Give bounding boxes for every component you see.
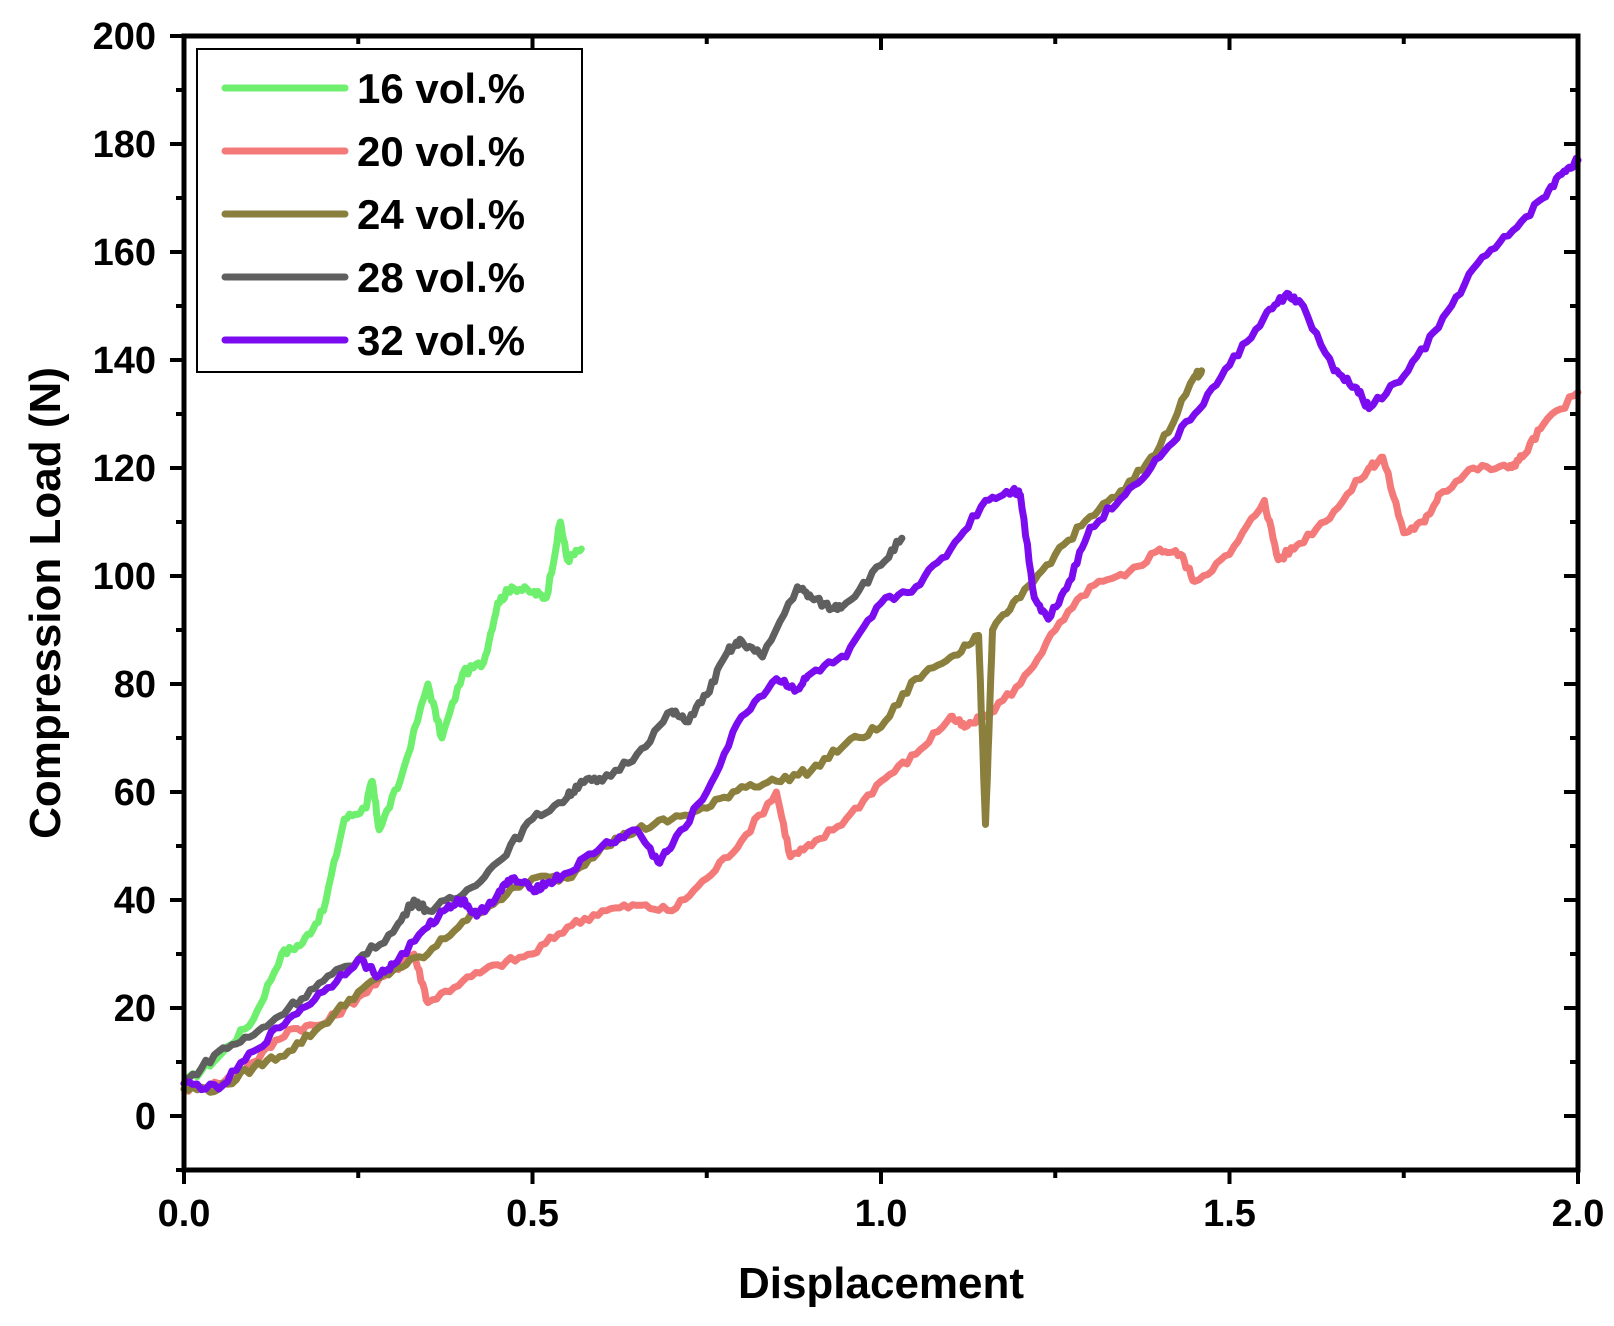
series-layer [180,154,1582,1096]
legend-label: 16 vol.% [357,65,525,112]
plot-frame [181,33,1581,1173]
y-tick-label: 180 [93,124,156,166]
x-tick-label: 1.5 [1203,1193,1256,1235]
series-line-28-vol [180,534,906,1088]
x-axis-title: Displacement [738,1259,1024,1308]
y-tick-label: 120 [93,448,156,490]
legend-label: 28 vol.% [357,254,525,301]
y-tick-label: 60 [114,772,156,814]
y-tick-label: 140 [93,340,156,382]
legend-label: 32 vol.% [357,317,525,364]
x-tick-label: 2.0 [1552,1193,1605,1235]
y-tick-label: 200 [93,16,156,58]
y-tick-label: 0 [135,1096,156,1138]
series-line-16-vol [180,518,585,1088]
legend: 16 vol.% 20 vol.% 24 vol.% 28 vol.% 32 vol.% [196,48,583,373]
x-tick-label: 0.5 [506,1193,559,1235]
y-tick-label: 160 [93,232,156,274]
y-axis-title: Compression Load (N) [21,367,70,839]
series-line-32-vol [180,154,1582,1094]
y-tick-label: 20 [114,988,156,1030]
y-tick-label: 80 [114,664,156,706]
y-tick-label: 40 [114,880,156,922]
series-line-20-vol [180,388,1582,1095]
x-tick-label: 0.0 [158,1193,211,1235]
y-tick-label: 100 [93,556,156,598]
legend-label: 20 vol.% [357,128,525,175]
x-tick-label: 1.0 [855,1193,908,1235]
axes: 0.0 0.5 1.0 1.5 2.0 0 20 40 60 80 100 120 140 160 180 2… [93,16,1605,1235]
legend-label: 24 vol.% [357,191,525,238]
series-line-24-vol [180,367,1206,1096]
